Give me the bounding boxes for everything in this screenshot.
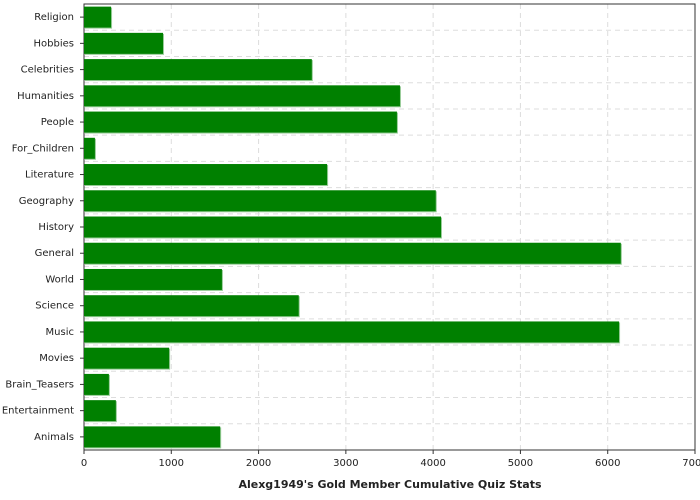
bar <box>84 400 116 422</box>
bar <box>84 111 397 133</box>
y-tick-label: Celebrities <box>21 65 74 76</box>
bar <box>84 137 95 159</box>
bar <box>84 426 221 448</box>
bar <box>84 190 436 212</box>
y-tick-label: For_Children <box>12 143 74 154</box>
x-tick-label: 5000 <box>508 458 533 469</box>
y-tick-label: Science <box>35 301 74 312</box>
y-tick-label: World <box>45 274 74 285</box>
y-tick-label: Humanities <box>17 91 74 102</box>
y-tick-label: Music <box>46 327 74 338</box>
x-tick-label: 3000 <box>333 458 358 469</box>
y-tick-label: General <box>35 248 74 259</box>
y-tick-label: Movies <box>39 353 74 364</box>
bar <box>84 6 112 28</box>
bar <box>84 242 621 264</box>
bar <box>84 85 400 107</box>
x-tick-label: 0 <box>81 458 87 469</box>
x-axis-label: Alexg1949's Gold Member Cumulative Quiz … <box>238 478 542 491</box>
x-tick-label: 7000 <box>682 458 700 469</box>
bar <box>84 347 170 369</box>
bar <box>84 321 620 343</box>
y-tick-label: Hobbies <box>34 38 74 49</box>
bar <box>84 295 299 317</box>
bar <box>84 373 109 395</box>
y-tick-label: Animals <box>34 432 74 443</box>
y-tick-label: Brain_Teasers <box>5 379 74 390</box>
bar <box>84 32 163 54</box>
x-tick-label: 2000 <box>246 458 271 469</box>
x-tick-label: 6000 <box>595 458 620 469</box>
x-tick-label: 1000 <box>159 458 184 469</box>
bar <box>84 59 312 81</box>
y-tick-label: People <box>41 117 74 128</box>
x-tick-label: 4000 <box>420 458 445 469</box>
bar <box>84 216 441 238</box>
y-tick-label: History <box>38 222 74 233</box>
y-tick-label: Literature <box>25 170 74 181</box>
y-tick-label: Geography <box>19 196 74 207</box>
y-tick-label: Entertainment <box>2 406 74 417</box>
y-tick-label: Religion <box>34 12 74 23</box>
bar <box>84 268 222 290</box>
bar <box>84 164 328 186</box>
